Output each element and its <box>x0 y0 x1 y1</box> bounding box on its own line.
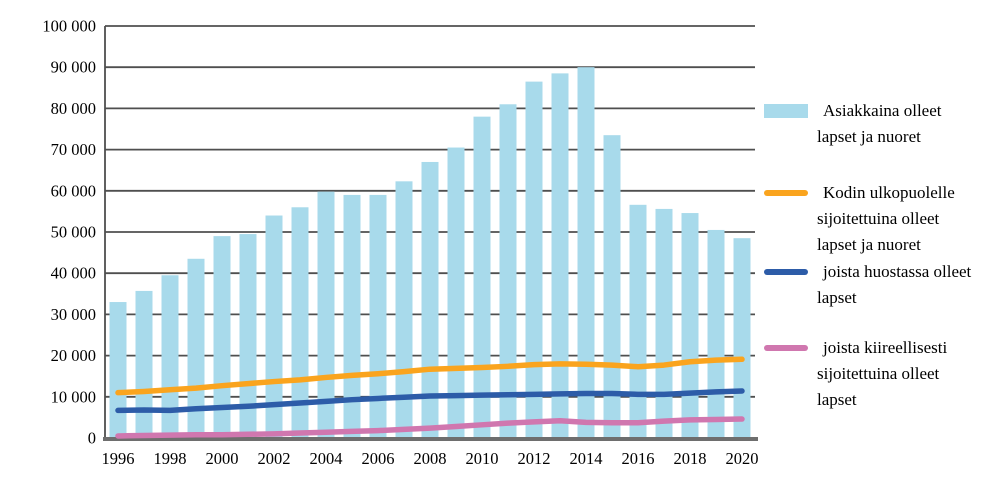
x-tick-label: 2010 <box>466 449 499 468</box>
bar <box>135 290 153 438</box>
y-tick-label: 100 000 <box>42 17 96 36</box>
x-tick-label: 2018 <box>674 449 707 468</box>
legend-label-line: lapset ja nuoret <box>817 127 921 146</box>
bar <box>447 147 465 439</box>
bar <box>499 104 517 438</box>
legend-line-swatch <box>764 190 808 196</box>
y-tick-label: 30 000 <box>51 305 96 324</box>
legend-item: Kodin ulkopuolelle sijoitettuina olleet la… <box>764 180 995 258</box>
bar <box>551 73 569 438</box>
legend-label-line: lapset ja nuoret <box>817 235 921 254</box>
line-series-2 <box>115 388 745 414</box>
bar <box>655 208 673 438</box>
chart-legend: Asiakkaina olleet lapset ja nuoret Kodin u… <box>764 0 1002 501</box>
bar <box>473 116 491 438</box>
x-tick-label: 2004 <box>310 449 343 468</box>
y-tick-label: 80 000 <box>51 99 96 118</box>
y-tick-label: 70 000 <box>51 140 96 159</box>
x-tick-label: 2006 <box>362 449 395 468</box>
legend-line-swatch <box>764 345 808 351</box>
bar <box>681 213 699 438</box>
bar <box>109 302 127 438</box>
x-tick-label: 2000 <box>206 449 239 468</box>
legend-item: Asiakkaina olleet lapset ja nuoret <box>764 98 995 150</box>
legend-label: joista huostassa olleet lapset <box>817 259 995 311</box>
x-tick-label: 2014 <box>570 449 603 468</box>
legend-line-swatch <box>764 269 808 275</box>
legend-label-line: Asiakkaina olleet <box>823 101 942 120</box>
y-tick-label: 50 000 <box>51 223 96 242</box>
legend-bar-swatch <box>764 104 808 118</box>
x-tick-label: 1996 <box>102 449 135 468</box>
legend-label-line: lapset <box>817 390 857 409</box>
y-tick-label: 40 000 <box>51 264 96 283</box>
legend-label: joista kiireellisesti sijoitettuina ollee… <box>817 335 995 413</box>
legend-label-line: lapset <box>817 288 857 307</box>
legend-label: Asiakkaina olleet lapset ja nuoret <box>817 98 995 150</box>
x-tick-label: 2002 <box>258 449 291 468</box>
y-tick-label: 10 000 <box>51 387 96 406</box>
legend-item: joista kiireellisesti sijoitettuina ollee… <box>764 335 995 413</box>
bar <box>161 275 179 438</box>
y-tick-label: 20 000 <box>51 346 96 365</box>
bar <box>707 229 725 438</box>
bar <box>239 234 257 438</box>
x-tick-label: 2020 <box>726 449 759 468</box>
bar <box>577 67 595 438</box>
bar <box>733 238 751 438</box>
bar <box>369 194 387 438</box>
legend-label: Kodin ulkopuolelle sijoitettuina olleet la… <box>817 180 995 258</box>
legend-item: joista huostassa olleet lapset <box>764 259 995 311</box>
y-tick-label: 90 000 <box>51 58 96 77</box>
x-tick-label: 1998 <box>154 449 187 468</box>
legend-label-line: joista huostassa olleet <box>823 262 972 281</box>
y-tick-label: 0 <box>88 429 96 448</box>
bar <box>525 81 543 439</box>
legend-label-line: joista kiireellisesti <box>823 338 948 357</box>
x-tick-label: 2016 <box>622 449 655 468</box>
y-tick-label: 60 000 <box>51 181 96 200</box>
legend-label-line: sijoitettuina olleet <box>817 364 940 383</box>
line-series-1 <box>115 356 745 396</box>
x-tick-label: 2012 <box>518 449 551 468</box>
legend-label-line: sijoitettuina olleet <box>817 209 940 228</box>
bar <box>187 258 205 438</box>
line-series-3 <box>115 416 745 439</box>
legend-label-line: Kodin ulkopuolelle <box>823 183 955 202</box>
bar <box>629 204 647 438</box>
x-tick-label: 2008 <box>414 449 447 468</box>
